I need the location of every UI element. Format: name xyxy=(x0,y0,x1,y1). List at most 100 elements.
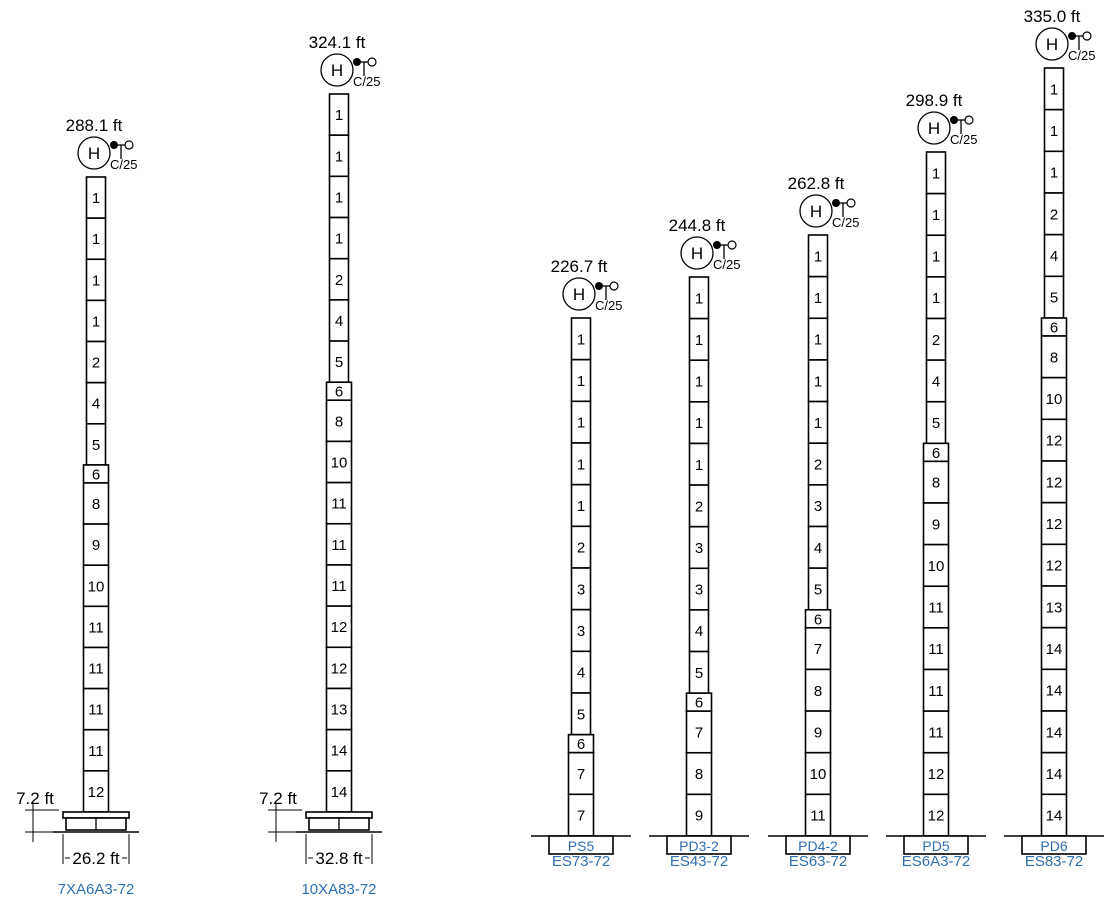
tower-section xyxy=(82,482,110,525)
section-label: 8 xyxy=(814,683,822,700)
anemometer-icon xyxy=(110,140,134,159)
section-label: 4 xyxy=(1050,248,1058,265)
turbine-class-label: C/25 xyxy=(110,157,137,172)
section-label: 1 xyxy=(932,207,940,224)
section-label: 10 xyxy=(928,558,945,575)
section-label: 14 xyxy=(1046,683,1063,700)
hub-icon: H xyxy=(562,277,596,311)
turbine-class-label: C/25 xyxy=(832,215,859,230)
section-label: 1 xyxy=(1050,81,1058,98)
tower-height-label: 244.8 ft xyxy=(669,216,726,235)
tower-height-label: 226.7 ft xyxy=(551,257,608,276)
anemometer-cup-filled xyxy=(353,58,361,66)
section-label: 3 xyxy=(577,623,585,640)
section-label: 1 xyxy=(335,107,343,124)
hub-icon: H xyxy=(77,136,111,170)
section-label: 11 xyxy=(928,641,944,658)
tower-code: ES73-72 xyxy=(552,853,610,870)
tower-section xyxy=(325,522,353,566)
tower-height-label: 324.1 ft xyxy=(309,33,366,52)
section-label: 1 xyxy=(695,290,703,307)
tower-height-label: 335.0 ft xyxy=(1024,7,1081,26)
section-label: 11 xyxy=(88,619,104,636)
section-label: 12 xyxy=(1046,516,1063,533)
tower-code: ES63-72 xyxy=(789,853,847,870)
section-label: 2 xyxy=(814,457,822,474)
section-label: 8 xyxy=(335,413,343,430)
hub-icon: H xyxy=(1035,27,1069,61)
hub-letter: H xyxy=(691,244,703,263)
section-label: 1 xyxy=(92,231,100,248)
section-label: 5 xyxy=(814,581,822,598)
anemometer-icon xyxy=(950,115,974,134)
dimension-arrow-icon xyxy=(25,804,130,864)
hub-icon: H xyxy=(680,236,714,270)
section-label: 5 xyxy=(932,415,940,432)
base-height-label: 7.2 ft xyxy=(259,789,297,808)
section-label: 5 xyxy=(695,665,703,682)
tower-section xyxy=(1040,543,1068,587)
dimension-arrow-icon xyxy=(268,804,373,864)
hub-circle xyxy=(320,53,354,87)
anemometer-cup-open xyxy=(727,240,737,250)
foundation-block xyxy=(548,835,614,855)
foundation-icon xyxy=(1004,835,1104,855)
base-height-label: 7.2 ft xyxy=(16,789,54,808)
section-label: 9 xyxy=(932,516,940,533)
anemometer-cup-filled xyxy=(110,141,118,149)
base-top-plate xyxy=(305,811,373,819)
section-label: 13 xyxy=(331,702,348,719)
hub-circle xyxy=(799,194,833,228)
anemometer-cup-open xyxy=(964,115,974,125)
section-label: 14 xyxy=(331,784,348,801)
section-label: 1 xyxy=(932,165,940,182)
hub-letter: H xyxy=(928,119,940,138)
section-label: 12 xyxy=(331,619,348,636)
section-label: 1 xyxy=(932,249,940,266)
turbine-class-label: C/25 xyxy=(950,132,977,147)
section-label: 2 xyxy=(335,272,343,289)
hub-letter: H xyxy=(573,285,585,304)
tower-section xyxy=(1040,501,1068,546)
section-label: 6 xyxy=(335,384,343,401)
hub-letter: H xyxy=(810,202,822,221)
section-label: 6 xyxy=(92,466,100,483)
tower-code: ES6A3-72 xyxy=(902,853,970,870)
section-label: 11 xyxy=(331,496,347,513)
foundation-icon xyxy=(531,835,631,855)
anemometer-icon xyxy=(595,281,619,300)
foundation-icon xyxy=(768,835,868,855)
section-label: 5 xyxy=(335,354,343,371)
tower-section xyxy=(567,751,595,796)
section-label: 5 xyxy=(92,437,100,454)
section-label: 8 xyxy=(695,766,703,783)
base-width-label: 32.8 ft xyxy=(315,849,363,868)
tower-code: 10XA83-72 xyxy=(301,881,376,898)
foundation-block xyxy=(785,835,851,855)
anemometer-icon xyxy=(713,240,737,259)
tower-section xyxy=(1040,418,1068,462)
section-label: 10 xyxy=(1046,391,1063,408)
section-label: 14 xyxy=(1046,641,1063,658)
section-label: 1 xyxy=(814,290,822,307)
section-label: 1 xyxy=(814,332,822,349)
section-label: 7 xyxy=(577,766,585,783)
section-label: 10 xyxy=(331,455,348,472)
section-label: 12 xyxy=(88,784,105,801)
section-label: 11 xyxy=(331,537,347,554)
tower-section xyxy=(325,440,353,484)
section-label: 1 xyxy=(577,498,585,515)
anemometer-icon xyxy=(353,57,377,76)
section-label: 1 xyxy=(814,373,822,390)
tower-section xyxy=(922,543,950,588)
foundation-label: PD5 xyxy=(922,838,949,854)
hub-icon: H xyxy=(917,111,951,145)
section-label: 1 xyxy=(1050,123,1058,140)
tower-section xyxy=(82,646,110,690)
tower-section xyxy=(325,687,353,731)
tower-section xyxy=(922,751,950,796)
section-label: 9 xyxy=(814,724,822,741)
anemometer-icon xyxy=(1068,31,1092,50)
tower-section xyxy=(1040,626,1068,671)
section-label: 11 xyxy=(928,724,944,741)
